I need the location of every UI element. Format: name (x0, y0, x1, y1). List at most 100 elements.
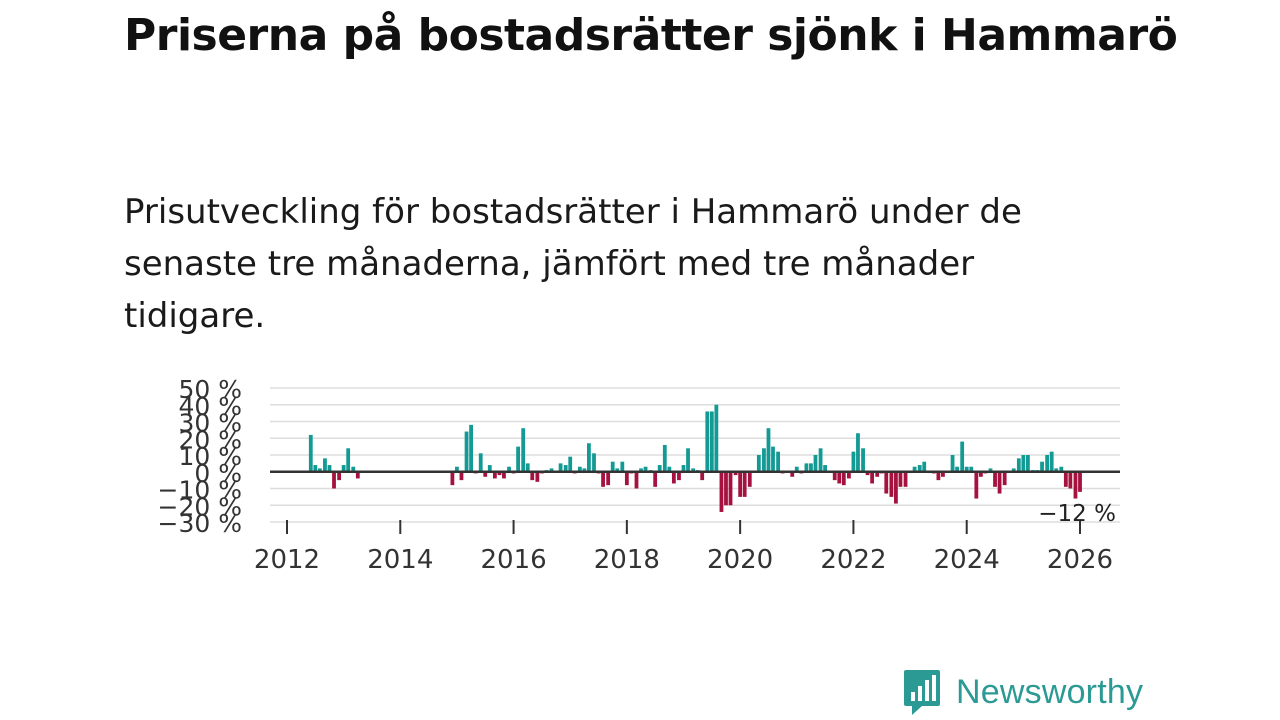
x-tick-label: 2022 (820, 545, 886, 575)
bar (478, 453, 483, 472)
bar (724, 471, 728, 506)
bar (1040, 461, 1044, 472)
bar (681, 465, 686, 472)
bar (964, 466, 969, 472)
bar (464, 431, 469, 472)
bar (955, 466, 959, 472)
y-tick-label: 40 % (178, 392, 242, 421)
y-tick-label: 10 % (178, 442, 242, 471)
bar (643, 466, 648, 472)
bar (624, 471, 629, 486)
y-axis-tick-labels: 50 %40 %30 %20 %10 %0 %−10 %−20 %−30 % (158, 375, 242, 538)
bar (601, 471, 605, 487)
y-tick-label: 30 % (178, 409, 242, 438)
bar (502, 471, 506, 479)
bar (327, 465, 332, 472)
bar (960, 441, 965, 472)
bar (894, 471, 898, 504)
bar (988, 468, 993, 472)
bar (728, 471, 733, 506)
bar (1016, 458, 1021, 472)
bar (535, 471, 540, 482)
bar (1025, 455, 1030, 472)
bar (1073, 471, 1078, 499)
bar (483, 471, 488, 477)
bar (922, 461, 927, 472)
bar (917, 465, 922, 472)
chart-subtitle: Prisutveckling för bostadsrätter i Hamma… (124, 192, 1022, 336)
y-tick-label: 50 % (178, 375, 242, 404)
grid-lines (270, 387, 1120, 523)
bar (610, 461, 615, 472)
bar (790, 471, 795, 477)
bar (568, 456, 573, 472)
x-axis-ticks: 2012 2014 2016 2018 2020 2022 2024 2026 (254, 520, 1113, 575)
bar (889, 471, 894, 497)
bar (974, 471, 979, 499)
bar (762, 448, 766, 472)
bars (308, 404, 1082, 512)
x-tick-label: 2012 (254, 545, 320, 575)
bar (507, 466, 511, 472)
bar (1021, 455, 1026, 472)
bar (497, 471, 502, 476)
bar (516, 446, 521, 472)
bar (653, 471, 658, 487)
bar (469, 424, 473, 472)
y-tick-label: 0 % (194, 459, 242, 488)
brand-logo: Newsworthy (902, 668, 1143, 716)
bar (766, 428, 771, 472)
bar (1049, 451, 1054, 472)
bar (487, 465, 492, 472)
bar (870, 471, 875, 484)
bar (936, 471, 941, 481)
x-tick-label: 2020 (707, 545, 773, 575)
bar (738, 471, 743, 497)
bar (756, 455, 761, 472)
bar (841, 471, 846, 486)
bar (794, 466, 799, 472)
x-tick-label: 2026 (1047, 545, 1113, 575)
bar (941, 471, 945, 477)
bar (823, 465, 828, 472)
bar (705, 411, 710, 472)
bar (809, 463, 813, 472)
bar (606, 471, 611, 486)
y-tick-label: −10 % (158, 476, 242, 505)
bar (898, 471, 903, 487)
bar (657, 465, 662, 472)
bar (1054, 468, 1059, 472)
bar (671, 471, 676, 484)
x-tick-label: 2018 (594, 545, 660, 575)
bar (719, 471, 724, 512)
bar (332, 471, 336, 489)
bar (313, 465, 318, 472)
bar (455, 466, 459, 472)
bar (1063, 471, 1068, 487)
bar (667, 466, 672, 472)
bar (346, 448, 351, 472)
bar (742, 471, 747, 497)
bar (950, 455, 955, 472)
page-title: Priserna på bostadsrätter sjönk i Hammar… (124, 10, 1178, 61)
bar (832, 471, 837, 481)
bar (615, 468, 620, 472)
bar (351, 466, 356, 472)
bar (714, 404, 719, 472)
last-value-label: −12 % (1038, 501, 1116, 527)
bar (813, 455, 818, 472)
bar (323, 458, 327, 472)
bar (639, 468, 643, 472)
x-tick-label: 2016 (480, 545, 546, 575)
bar (563, 465, 568, 472)
bar (662, 444, 667, 472)
y-tick-label: −20 % (158, 492, 242, 521)
bar (308, 434, 313, 472)
bar (317, 468, 322, 472)
bar (686, 448, 690, 472)
bar (851, 451, 856, 472)
bar (558, 463, 563, 472)
bar (700, 471, 705, 481)
bar (620, 461, 625, 472)
